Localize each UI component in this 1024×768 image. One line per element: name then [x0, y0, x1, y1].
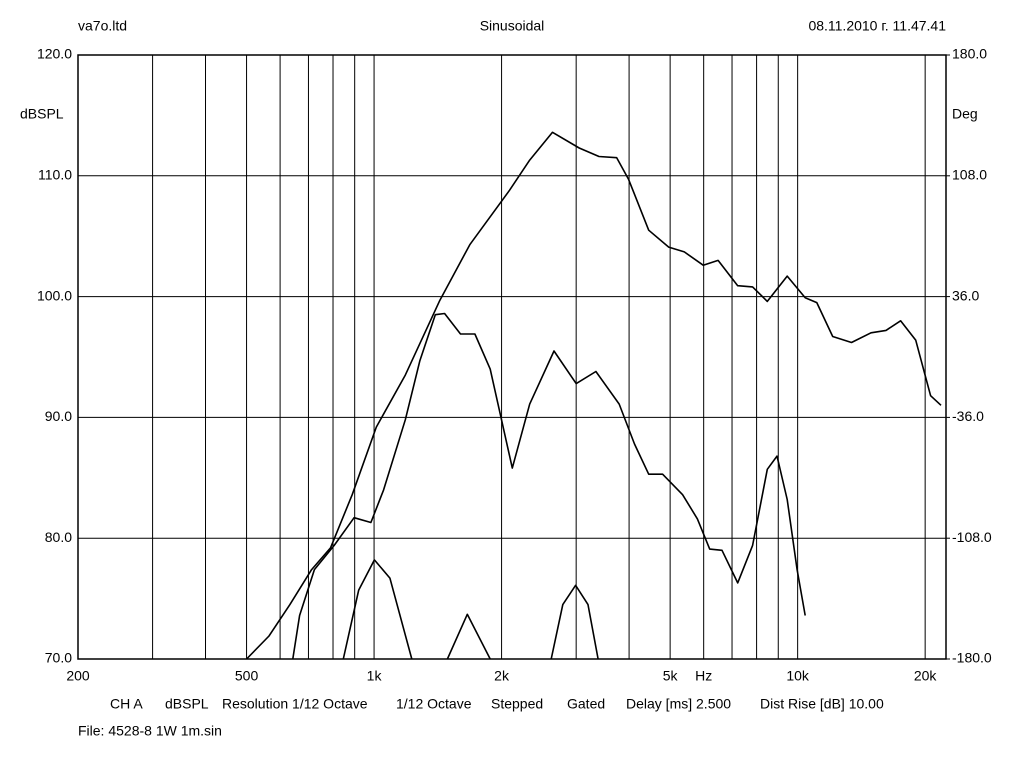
y2-axis-label: Deg: [952, 106, 978, 122]
footer-setting: Delay [ms] 2.500: [626, 696, 731, 712]
footer-setting: Resolution 1/12 Octave: [222, 696, 368, 712]
y2-tick-label: 108.0: [952, 167, 987, 183]
footer-setting: Dist Rise [dB] 10.00: [760, 696, 884, 712]
y-tick-label: 90.0: [45, 408, 72, 424]
y2-tick-label: 36.0: [952, 287, 979, 303]
y-tick-label: 80.0: [45, 529, 72, 545]
y2-tick-label: -180.0: [952, 650, 992, 666]
x-axis-label: Hz: [695, 668, 712, 684]
header-title: Sinusoidal: [480, 18, 545, 34]
plot-frame: [77, 54, 947, 660]
y2-tick-label: -36.0: [952, 408, 984, 424]
x-tick-label: 200: [66, 668, 90, 684]
y2-tick-label: 180.0: [952, 46, 987, 62]
header-right: 08.11.2010 г. 11.47.41: [808, 18, 946, 34]
x-tick-label: 1k: [367, 668, 383, 684]
y-tick-label: 100.0: [37, 287, 72, 303]
y-tick-label: 110.0: [38, 167, 72, 183]
x-tick-label: 20k: [914, 668, 938, 684]
response-curve: [342, 559, 599, 660]
response-curve: [292, 312, 806, 660]
x-tick-label: 500: [235, 668, 259, 684]
footer-setting: 1/12 Octave: [396, 696, 472, 712]
footer-setting: Gated: [567, 696, 605, 712]
footer-setting: Stepped: [491, 696, 543, 712]
footer-setting: CH A: [110, 696, 143, 712]
y2-tick-label: -108.0: [952, 529, 992, 545]
y-tick-label: 120.0: [37, 46, 72, 62]
x-tick-label: 5k: [663, 668, 679, 684]
header-left: va7o.ltd: [78, 18, 127, 34]
response-curve: [246, 131, 942, 660]
file-name: File: 4528-8 1W 1m.sin: [78, 723, 222, 739]
footer-setting: dBSPL: [165, 696, 209, 712]
y-tick-label: 70.0: [45, 650, 72, 666]
x-tick-label: 2k: [494, 668, 510, 684]
y-axis-label: dBSPL: [20, 106, 64, 122]
x-tick-label: 10k: [786, 668, 810, 684]
